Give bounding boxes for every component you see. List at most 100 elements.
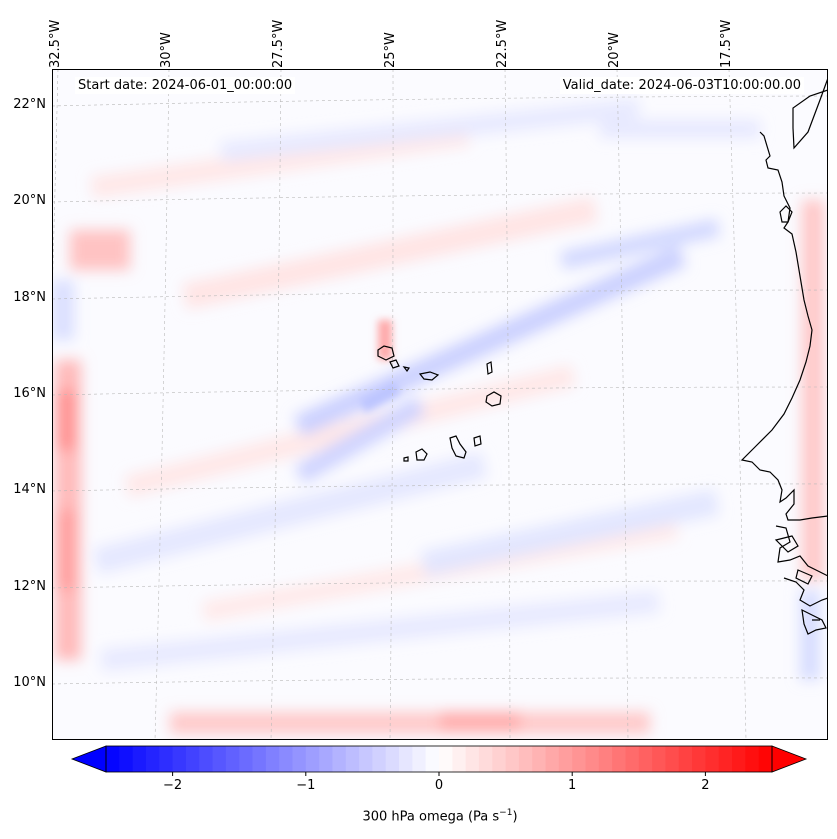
colorbar-tick-label: −1	[296, 778, 316, 793]
island-santo-antao	[377, 345, 395, 361]
meridian-line	[389, 69, 394, 740]
island-santiago	[449, 435, 467, 459]
colorbar-step	[319, 746, 333, 772]
colorbar-step	[532, 746, 547, 772]
colorbar-step	[638, 746, 653, 772]
lon-tick-label: 30°W	[159, 32, 174, 68]
island-sal	[486, 361, 493, 375]
colorbar-step	[359, 746, 373, 772]
colorbar-step	[718, 746, 733, 772]
colorbar-steps	[106, 746, 773, 772]
colorbar-tick-label: 2	[701, 778, 710, 793]
colorbar-step	[439, 746, 453, 772]
colorbar-step	[558, 746, 573, 772]
parallel-line	[52, 192, 828, 203]
parallel-line	[52, 95, 828, 107]
colorbar-step	[425, 746, 440, 772]
colorbar-step	[412, 746, 427, 772]
omega-field	[52, 98, 824, 734]
island-boa-vista	[485, 391, 502, 407]
colorbar-step	[585, 746, 600, 772]
colorbar-step	[705, 746, 720, 772]
colorbar-step	[652, 746, 666, 772]
map-frame	[52, 69, 828, 740]
colorbar-step	[399, 746, 413, 772]
colorbar-step	[172, 746, 187, 772]
lon-tick-label: 17.5°W	[719, 19, 734, 68]
colorbar-tick-label: 1	[568, 778, 577, 793]
africa-coastline	[740, 69, 828, 635]
colorbar-step	[732, 746, 746, 772]
colorbar-step	[265, 746, 280, 772]
colorbar-step	[145, 746, 160, 772]
colorbar-step	[465, 746, 480, 772]
colorbar-step	[518, 746, 533, 772]
omega-field-detail	[359, 320, 401, 413]
lat-tick-label: 18°N	[13, 290, 46, 305]
lat-tick-label: 16°N	[13, 386, 46, 401]
lon-tick-label: 25°W	[383, 32, 398, 68]
valid-date-label: Valid_date: 2024-06-03T10:00:00.00	[559, 77, 804, 94]
coastlines	[377, 69, 828, 635]
colorbar-step	[252, 746, 267, 772]
colorbar-extend-low	[70, 745, 107, 773]
colorbar-step	[159, 746, 174, 772]
lat-tick-label: 14°N	[13, 482, 46, 497]
lon-tick-label: 22.5°W	[495, 19, 510, 68]
colorbar-extend-high	[771, 745, 808, 773]
colorbar-step	[665, 746, 680, 772]
colorbar-step	[625, 746, 640, 772]
gridlines	[52, 69, 828, 740]
colorbar	[70, 745, 808, 776]
meridian-line	[154, 69, 170, 740]
colorbar-step	[478, 746, 493, 772]
colorbar-step	[572, 746, 587, 772]
colorbar-step	[225, 746, 240, 772]
colorbar-label-main: 300 hPa omega (Pa s	[362, 809, 500, 825]
lon-tick-label: 27.5°W	[271, 19, 286, 68]
colorbar-step	[292, 746, 307, 772]
colorbar-step	[385, 746, 400, 772]
lat-tick-label: 22°N	[13, 97, 46, 112]
island-sao-vicente	[389, 359, 400, 369]
parallel-line	[52, 580, 828, 589]
colorbar-step	[199, 746, 214, 772]
lat-tick-label: 12°N	[13, 579, 46, 594]
colorbar-step	[305, 746, 320, 772]
meridian-line	[616, 69, 629, 740]
colorbar-label-exponent: −1	[499, 808, 513, 818]
island-sao-nicolau	[418, 371, 440, 381]
colorbar-label: 300 hPa omega (Pa s−1)	[52, 808, 828, 824]
meridian-line	[728, 69, 747, 740]
parallel-line	[52, 483, 828, 492]
colorbar-step	[612, 746, 626, 772]
colorbar-step	[545, 746, 560, 772]
colorbar-step	[212, 746, 227, 772]
colorbar-step	[279, 746, 293, 772]
island-fogo	[415, 448, 428, 461]
meridian-line	[504, 69, 511, 740]
island-santa-luzia	[402, 366, 410, 373]
colorbar-step	[372, 746, 387, 772]
lat-tick-label: 20°N	[13, 193, 46, 208]
colorbar-step	[452, 746, 467, 772]
island-maio	[473, 435, 482, 447]
colorbar-step	[332, 746, 347, 772]
lon-tick-label: 20°W	[607, 32, 622, 68]
colorbar-label-end: )	[512, 809, 518, 825]
lat-tick-label: 10°N	[13, 675, 46, 690]
colorbar-step	[678, 746, 693, 772]
meridian-line	[270, 69, 282, 740]
colorbar-step	[598, 746, 613, 772]
colorbar-step	[345, 746, 360, 772]
colorbar-step	[505, 746, 520, 772]
colorbar-step	[492, 746, 507, 772]
colorbar-step	[119, 746, 134, 772]
colorbar-step	[745, 746, 760, 772]
island-brava	[403, 456, 409, 462]
colorbar-step	[692, 746, 706, 772]
map-panel	[52, 69, 828, 740]
colorbar-step	[106, 746, 120, 772]
parallel-line	[52, 386, 828, 396]
colorbar-step	[758, 746, 773, 772]
